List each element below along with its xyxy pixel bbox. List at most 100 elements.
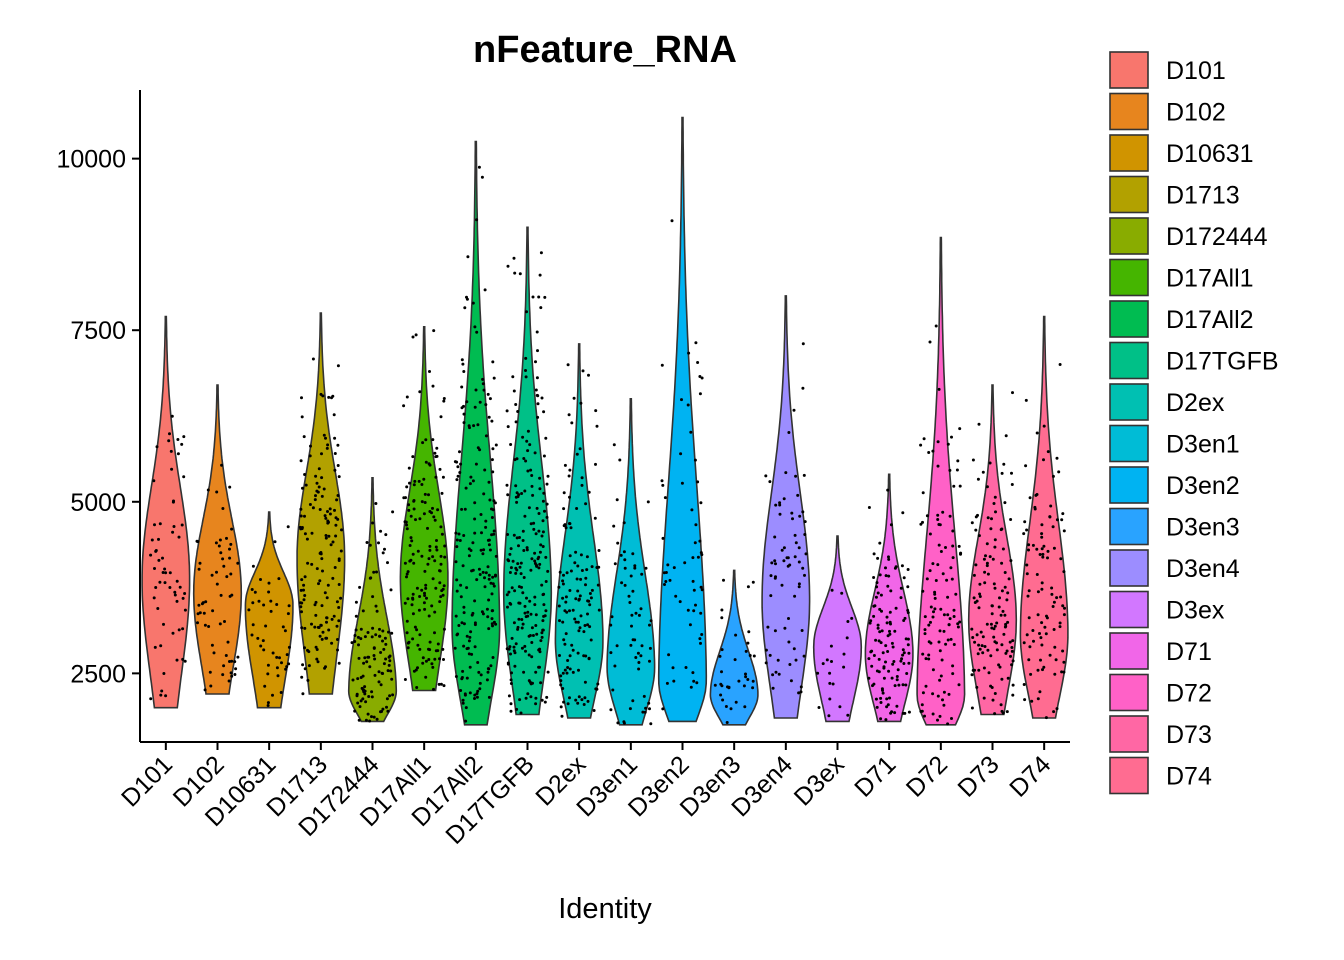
point-D17TGFB	[529, 612, 533, 616]
point-D2ex	[563, 609, 567, 613]
point-D17All1	[418, 633, 422, 637]
point-D17TGFB	[545, 515, 549, 519]
point-D17TGFB	[539, 681, 543, 685]
point-D3en2	[688, 623, 692, 627]
point-D1713	[328, 512, 332, 516]
point-D3en2	[699, 501, 703, 505]
point-D17TGFB	[523, 514, 527, 518]
point-D17All2	[478, 681, 482, 685]
point-D17All2	[459, 583, 463, 587]
point-D3en3	[751, 686, 755, 690]
point-D102	[228, 547, 231, 551]
point-D72	[941, 510, 945, 514]
point-D17TGFB	[541, 530, 545, 534]
point-D172444	[365, 541, 369, 544]
point-D73	[990, 612, 994, 616]
point-D2ex	[566, 666, 570, 669]
point-D17All1	[431, 438, 435, 442]
point-D10631	[262, 603, 266, 607]
point-D17TGFB	[516, 625, 520, 629]
point-D17All1	[434, 545, 438, 549]
point-D3en3	[720, 648, 724, 652]
point-D17All2	[460, 621, 464, 625]
point-D17All2	[462, 622, 466, 626]
point-D3en2	[683, 561, 687, 565]
point-D17All1	[411, 637, 415, 641]
point-D3en2	[678, 600, 682, 604]
point-D17All2	[465, 297, 469, 301]
point-D3en4	[788, 663, 792, 666]
point-D3en1	[630, 613, 634, 617]
point-D73	[1008, 640, 1012, 644]
point-D71	[879, 696, 883, 700]
point-D17TGFB	[544, 436, 548, 440]
x-tick-label: D73	[953, 750, 1005, 802]
point-D17All2	[487, 573, 491, 577]
point-D17All2	[491, 360, 495, 364]
point-D17All1	[408, 544, 412, 547]
point-D1713	[325, 620, 328, 624]
point-D71	[903, 616, 907, 620]
point-D72	[952, 615, 956, 618]
point-D71	[902, 576, 906, 580]
point-D17TGFB	[537, 295, 541, 299]
point-D73	[987, 671, 991, 675]
point-D2ex	[572, 396, 576, 400]
point-D3en3	[722, 578, 725, 582]
point-D1713	[324, 665, 327, 669]
point-D73	[1011, 659, 1015, 663]
point-D17All2	[457, 624, 461, 627]
point-D71	[876, 556, 880, 560]
point-D1713	[329, 543, 333, 547]
point-D74	[1033, 507, 1037, 511]
point-D74	[1046, 556, 1049, 560]
point-D3en3	[752, 654, 756, 658]
point-D3en4	[787, 640, 791, 644]
point-D73	[1003, 571, 1007, 574]
point-D3en3	[743, 705, 747, 709]
legend-swatch-D2ex	[1109, 383, 1149, 421]
point-D17TGFB	[512, 621, 516, 625]
point-D17All1	[435, 446, 439, 450]
legend-label-D10631: D10631	[1166, 140, 1254, 168]
point-D10631	[283, 629, 287, 633]
point-D17TGFB	[506, 533, 510, 536]
point-D2ex	[558, 570, 562, 574]
point-D17All1	[424, 659, 428, 663]
point-D17All1	[442, 399, 446, 403]
point-D17All2	[475, 692, 479, 696]
point-D17All2	[486, 565, 490, 569]
violin-D10631	[244, 511, 294, 709]
point-D73	[992, 582, 996, 586]
point-D17TGFB	[505, 409, 509, 413]
point-D17All2	[491, 624, 494, 628]
point-D10631	[287, 604, 291, 608]
point-D17TGFB	[510, 671, 513, 675]
point-D74	[1040, 535, 1044, 539]
point-D73	[985, 542, 989, 546]
point-D74	[1040, 643, 1044, 647]
point-D17All1	[410, 539, 414, 543]
point-D71	[887, 555, 890, 559]
point-D72	[933, 607, 937, 611]
point-D3en4	[774, 670, 778, 674]
point-D73	[1009, 654, 1012, 658]
point-D17All2	[455, 538, 459, 542]
point-D17All1	[433, 610, 437, 614]
point-D1713	[333, 436, 337, 440]
point-D17All2	[461, 564, 465, 568]
point-D74	[1041, 555, 1045, 559]
point-D17TGFB	[541, 499, 545, 503]
point-D73	[985, 561, 989, 565]
point-D3en2	[700, 588, 704, 592]
point-D172444	[384, 657, 388, 661]
point-D17TGFB	[508, 645, 512, 649]
point-D1713	[316, 625, 320, 629]
point-D10631	[275, 666, 279, 670]
point-D1713	[303, 646, 306, 650]
point-D74	[1036, 590, 1040, 594]
point-D3en1	[631, 699, 635, 703]
point-D17All1	[424, 583, 428, 587]
point-D3en1	[643, 710, 647, 714]
point-D17All2	[454, 531, 458, 535]
